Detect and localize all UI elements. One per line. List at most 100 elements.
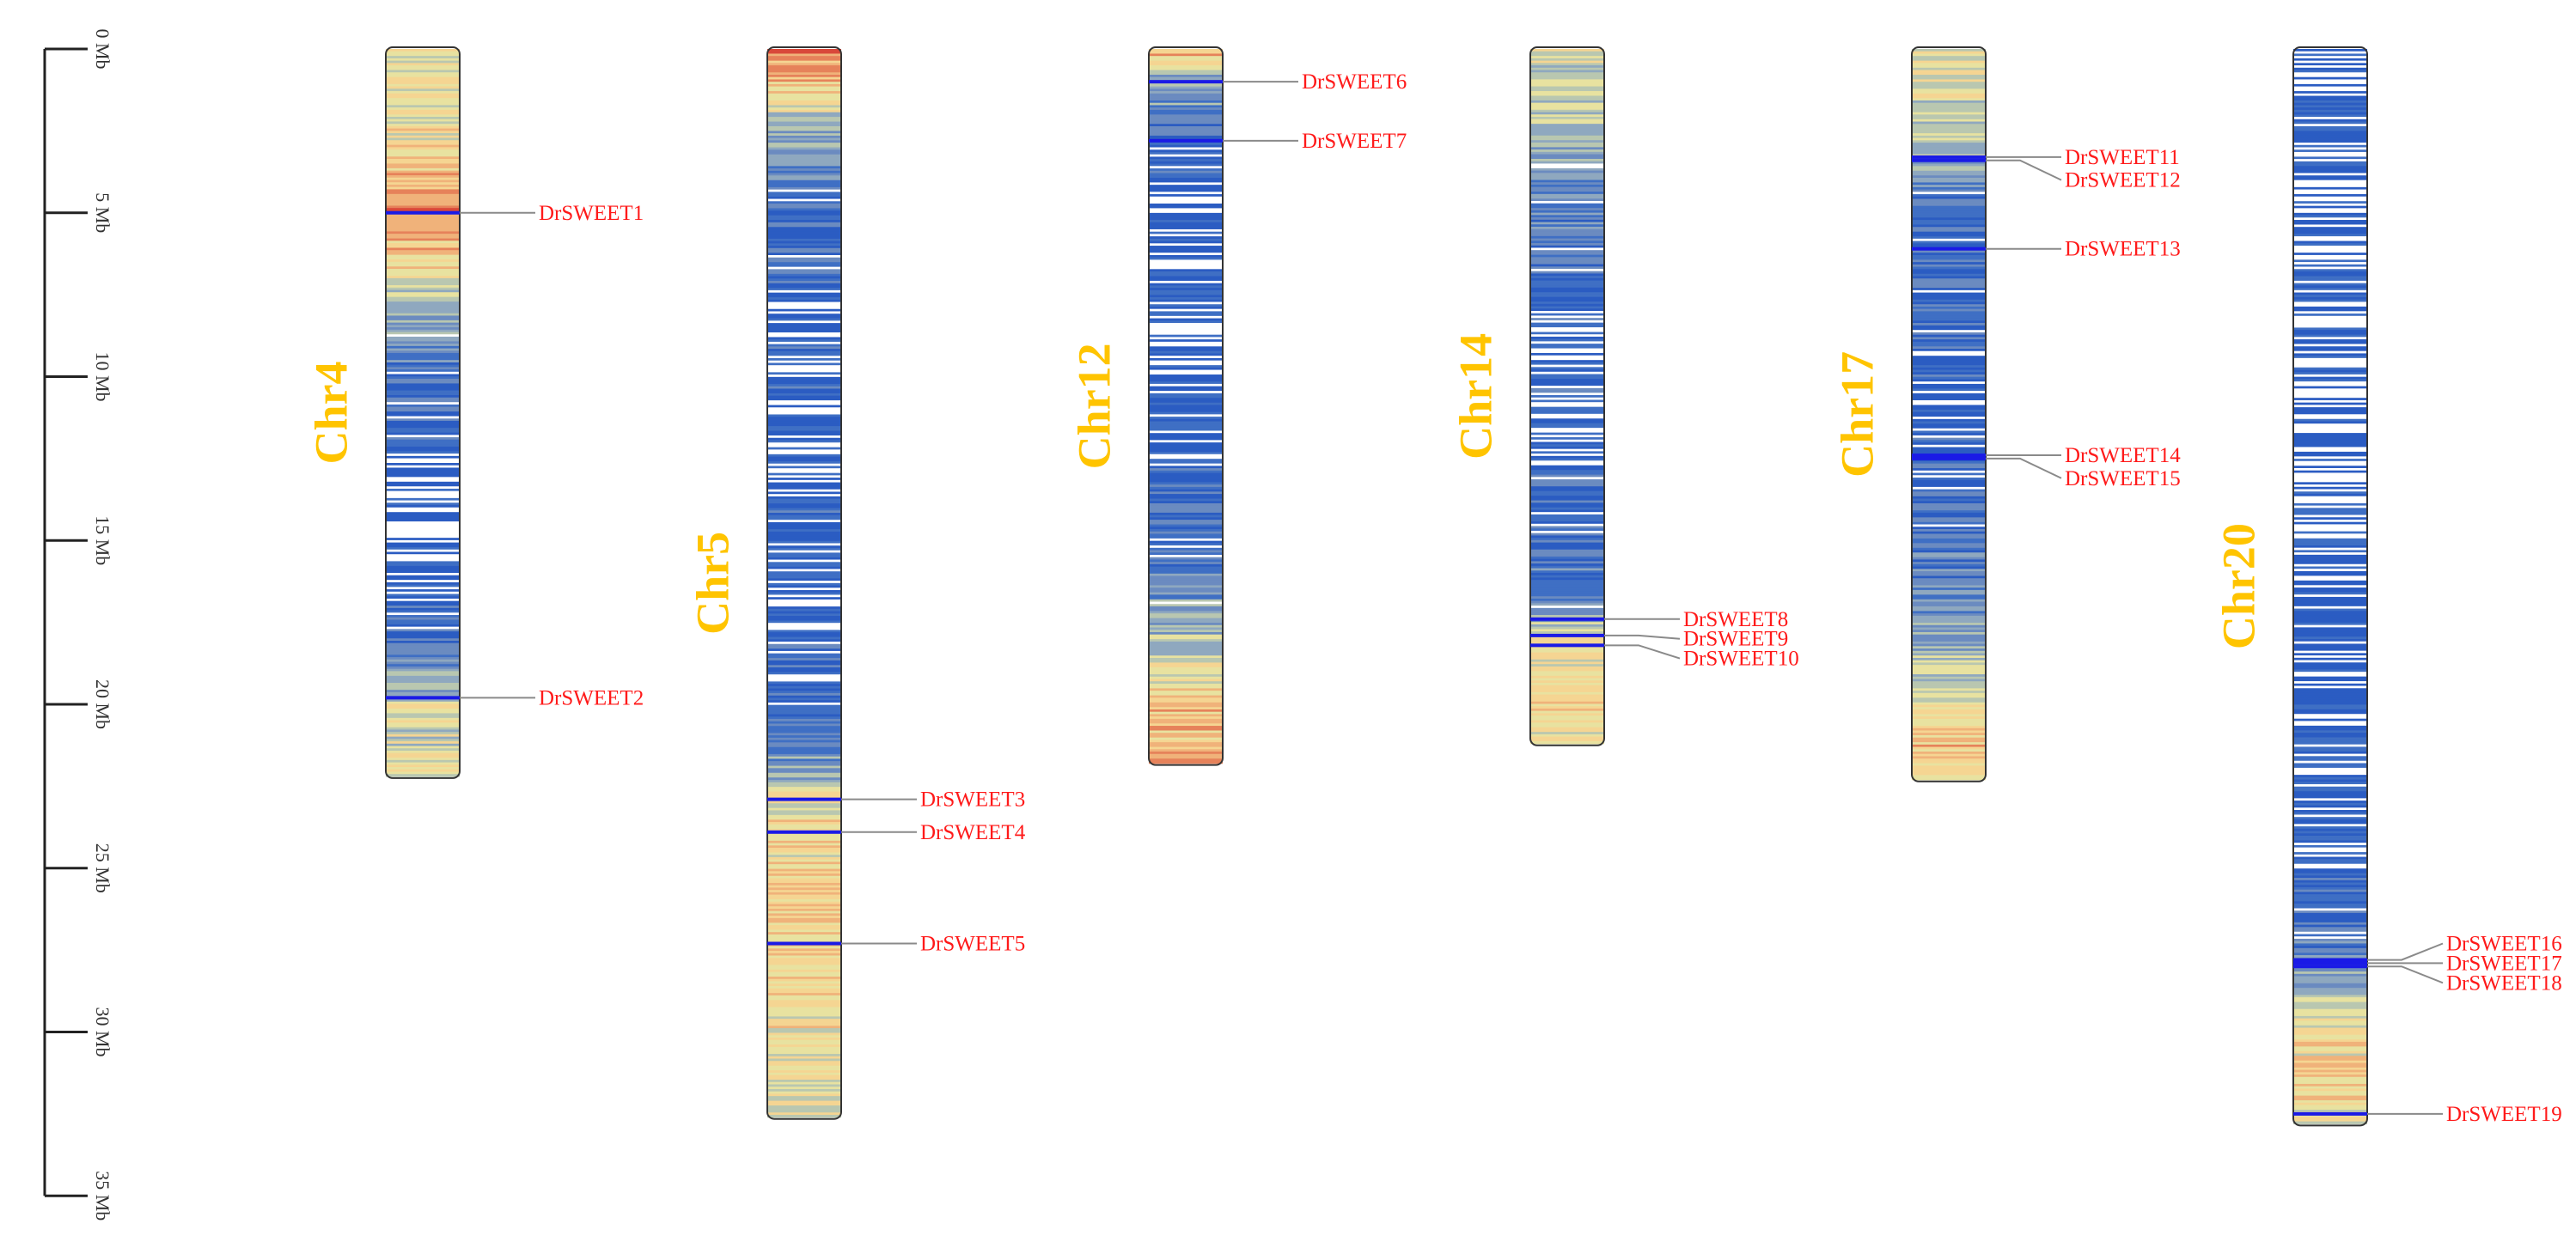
density-band — [767, 742, 841, 746]
density-band — [1530, 49, 1604, 52]
density-band — [1912, 730, 1986, 734]
density-band — [1530, 105, 1604, 108]
density-band — [386, 135, 460, 139]
density-band — [1912, 276, 1986, 279]
density-band — [1149, 691, 1223, 694]
density-band — [2293, 170, 2367, 174]
density-band — [1530, 353, 1604, 356]
density-band — [1530, 294, 1604, 298]
density-band — [1149, 426, 1223, 429]
density-band — [767, 684, 841, 687]
density-band — [1530, 624, 1604, 628]
density-band — [386, 219, 460, 223]
density-band — [1912, 486, 1986, 490]
density-band — [2293, 653, 2367, 656]
density-band — [1530, 348, 1604, 351]
density-band — [1530, 703, 1604, 707]
density-band — [1530, 673, 1604, 677]
density-band — [2293, 646, 2367, 649]
density-band — [2293, 308, 2367, 312]
density-band — [2293, 505, 2367, 508]
density-band — [2293, 67, 2367, 71]
density-band — [2293, 1105, 2367, 1108]
density-band — [386, 386, 460, 389]
density-band — [1912, 463, 1986, 466]
density-band — [1530, 458, 1604, 461]
density-band — [1530, 357, 1604, 361]
density-band — [1530, 318, 1604, 321]
density-band — [1912, 253, 1986, 256]
density-band — [1149, 594, 1223, 598]
density-band — [2293, 611, 2367, 614]
density-band — [1912, 569, 1986, 572]
density-band — [2293, 484, 2367, 488]
density-band — [386, 603, 460, 606]
density-band — [1149, 243, 1223, 247]
density-band — [2293, 433, 2367, 436]
density-band — [767, 1081, 841, 1086]
density-band — [767, 513, 841, 516]
density-band — [2293, 953, 2367, 956]
density-band — [767, 929, 841, 933]
density-band — [1149, 505, 1223, 509]
density-band — [386, 137, 460, 141]
density-band — [767, 849, 841, 854]
density-band — [1149, 589, 1223, 594]
density-band — [386, 668, 460, 672]
density-band — [767, 124, 841, 127]
density-band — [767, 466, 841, 469]
density-band — [1530, 137, 1604, 141]
density-band — [2293, 74, 2367, 78]
density-band — [1530, 329, 1604, 333]
density-band — [2293, 664, 2367, 668]
density-band — [767, 990, 841, 994]
density-band — [1530, 303, 1604, 307]
density-band — [1149, 435, 1223, 439]
density-band — [767, 838, 841, 842]
density-band — [386, 664, 460, 667]
density-band — [1912, 112, 1986, 115]
density-band — [1530, 622, 1604, 625]
density-band — [767, 557, 841, 561]
density-band — [1149, 400, 1223, 404]
density-band — [1912, 65, 1986, 69]
density-band — [1912, 528, 1986, 533]
density-band — [1912, 662, 1986, 666]
density-band — [2293, 863, 2367, 868]
density-band — [386, 383, 460, 387]
density-band — [2293, 563, 2367, 568]
density-band — [1912, 681, 1986, 685]
density-band — [386, 170, 460, 174]
density-band — [2293, 388, 2367, 392]
density-band — [767, 456, 841, 460]
density-band — [767, 487, 841, 490]
density-band — [767, 753, 841, 758]
density-band — [1530, 334, 1604, 338]
density-band — [1530, 678, 1604, 681]
density-band — [767, 395, 841, 399]
density-band — [2293, 222, 2367, 226]
density-band — [386, 261, 460, 265]
density-band — [2293, 372, 2367, 375]
density-band — [1912, 140, 1986, 143]
density-band — [767, 1103, 841, 1106]
density-band — [767, 337, 841, 340]
density-band — [1149, 527, 1223, 530]
density-band — [767, 539, 841, 542]
density-band — [2293, 791, 2367, 794]
density-band — [2293, 543, 2367, 546]
density-band — [1149, 65, 1223, 69]
density-band — [1912, 608, 1986, 612]
chromosome-name: Chr14 — [1450, 333, 1501, 460]
density-band — [386, 228, 460, 233]
density-band — [386, 224, 460, 228]
density-band — [767, 243, 841, 247]
density-band — [1149, 417, 1223, 420]
density-band — [2293, 266, 2367, 270]
density-band — [1912, 185, 1986, 188]
density-band — [1912, 742, 1986, 746]
density-band — [1912, 634, 1986, 638]
density-band — [2293, 943, 2367, 947]
density-band — [1530, 261, 1604, 265]
density-band — [2293, 460, 2367, 465]
